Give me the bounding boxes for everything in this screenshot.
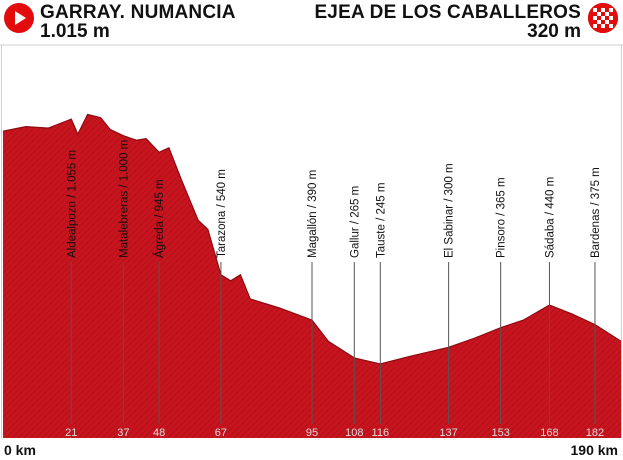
finish-location: EJEA DE LOS CABALLEROS [314,2,581,23]
play-circle-icon [4,3,34,33]
waypoint-label: Bardenas / 375 m [590,167,602,258]
waypoint-km-label: 21 [65,427,77,439]
stage-header: GARRAY. NUMANCIA 1.015 m EJEA DE LOS CAB… [0,0,623,44]
waypoint-km-label: 108 [345,427,363,439]
waypoint-km-label: 168 [540,427,558,439]
waypoint-label: El Sabinar / 300 m [444,163,456,258]
elevation-outline [2,113,622,365]
checkered-flag-icon [588,3,618,33]
waypoint-km-label: 37 [117,427,129,439]
elevation-texture [3,114,621,438]
waypoint-label: Aldealpozo / 1.055 m [66,150,78,258]
waypoint-km-label: 67 [215,427,227,439]
start-location: GARRAY. NUMANCIA [40,2,236,23]
waypoint-km-label: 95 [306,427,318,439]
waypoint-label: Sádaba / 440 m [544,177,556,258]
x-axis-start-label: 0 km [4,442,36,458]
finish-altitude: 320 m [527,21,581,42]
waypoint-label: Tauste / 245 m [375,183,387,258]
start-altitude: 1.015 m [40,21,110,42]
waypoint-label: Tarazona / 540 m [216,169,228,258]
waypoint-label: Ágreda / 945 m [153,179,166,258]
waypoint-km-label: 153 [491,427,509,439]
waypoint-km-label: 182 [586,427,604,439]
waypoint-km-label: 137 [439,427,457,439]
waypoint-label: Gallur / 265 m [349,186,361,258]
waypoint-label: Magallón / 390 m [307,170,319,258]
waypoint-label: Pinsoro / 365 m [496,177,508,258]
x-axis-end-label: 190 km [570,442,618,458]
waypoint-km-label: 116 [372,427,390,439]
waypoint-label: Matalebreras / 1.000 m [118,140,130,258]
waypoint-km-label: 48 [153,427,165,439]
